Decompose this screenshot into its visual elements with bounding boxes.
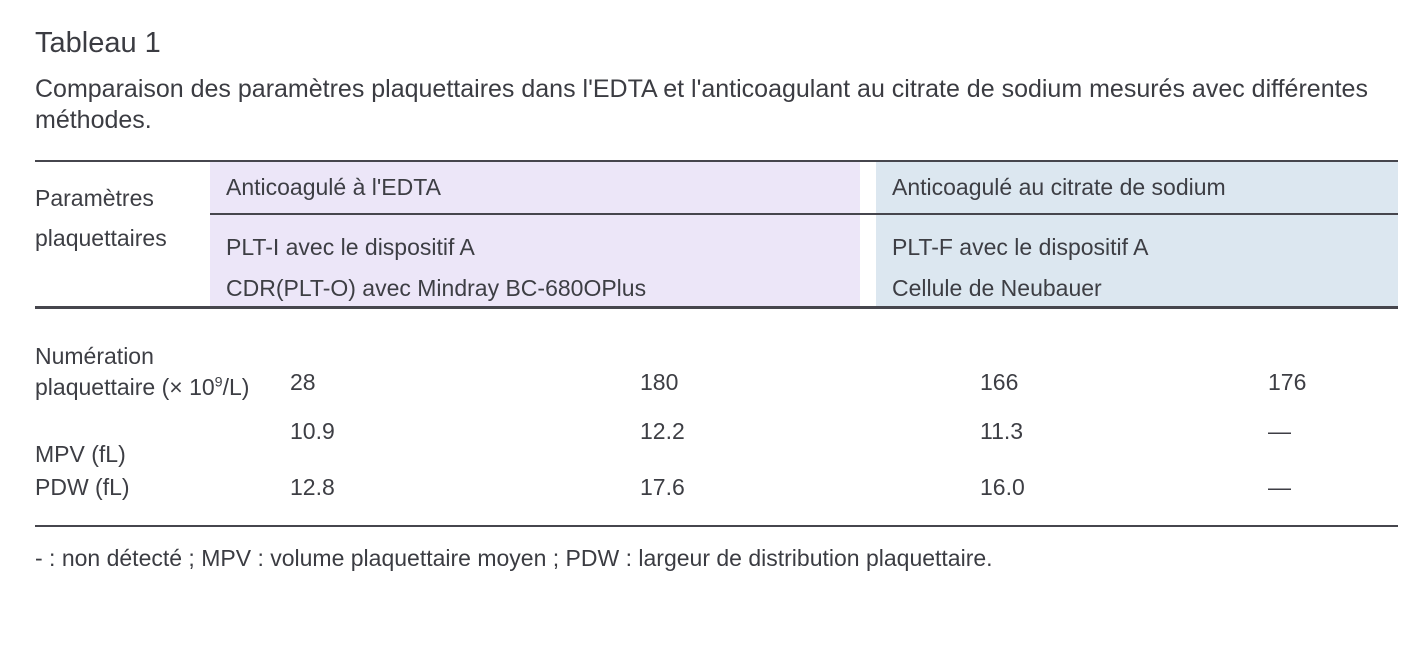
value-cell: 12.2 — [640, 418, 685, 444]
table-row: MPV (fL) 10.9 12.2 11.3 — — [35, 403, 1398, 467]
header-gap — [860, 162, 876, 215]
citrate-method-2: Cellule de Neubauer — [892, 275, 1102, 301]
table-bottom-rule — [35, 525, 1398, 527]
value-cell: — — [1268, 474, 1291, 500]
table-row: Numération plaquettaire (× 109/L) 28 180… — [35, 309, 1398, 403]
citrate-group-header: Anticoagulé au citrate de sodium — [876, 162, 1398, 215]
citrate-group-title: Anticoagulé au citrate de sodium — [892, 174, 1226, 200]
value-cell: 17.6 — [640, 474, 685, 500]
value-cell: 180 — [640, 369, 679, 395]
row-label: Numération plaquettaire (× 109/L) — [35, 343, 250, 400]
value-cell: 28 — [290, 369, 316, 395]
value-cell: — — [1268, 418, 1291, 444]
value-cell: 176 — [1268, 369, 1307, 395]
edta-methods: PLT-I avec le dispositif A CDR(PLT-O) av… — [210, 215, 860, 306]
citrate-method-1: PLT-F avec le dispositif A — [892, 234, 1149, 260]
table-row: PDW (fL) 12.8 17.6 16.0 — — [35, 445, 1398, 501]
value-cell: 12.8 — [290, 474, 335, 500]
row-label: PDW (fL) — [35, 474, 130, 500]
edta-method-2: CDR(PLT-O) avec Mindray BC-680OPlus — [226, 275, 647, 301]
table-header: Paramètres plaquettaires Anticoagulé à l… — [35, 160, 1398, 309]
table-body: Numération plaquettaire (× 109/L) 28 180… — [35, 309, 1398, 501]
header-gap — [860, 215, 876, 306]
table-title: Tableau 1 — [35, 27, 161, 59]
table: Paramètres plaquettaires Anticoagulé à l… — [35, 160, 1398, 572]
value-cell: 10.9 — [290, 418, 335, 444]
table-caption: Comparaison des paramètres plaquettaires… — [35, 75, 1368, 134]
footnote: - : non détecté ; MPV : volume plaquetta… — [35, 545, 993, 571]
edta-group-header: Anticoagulé à l'EDTA — [210, 162, 860, 215]
value-cell: 11.3 — [980, 418, 1024, 444]
citrate-methods: PLT-F avec le dispositif A Cellule de Ne… — [876, 215, 1398, 306]
edta-method-1: PLT-I avec le dispositif A — [226, 234, 475, 260]
value-cell: 16.0 — [980, 474, 1025, 500]
param-column-header: Paramètres plaquettaires — [35, 162, 195, 306]
edta-group-title: Anticoagulé à l'EDTA — [226, 174, 441, 200]
row-label: MPV (fL) — [35, 441, 126, 467]
value-cell: 166 — [980, 369, 1019, 395]
